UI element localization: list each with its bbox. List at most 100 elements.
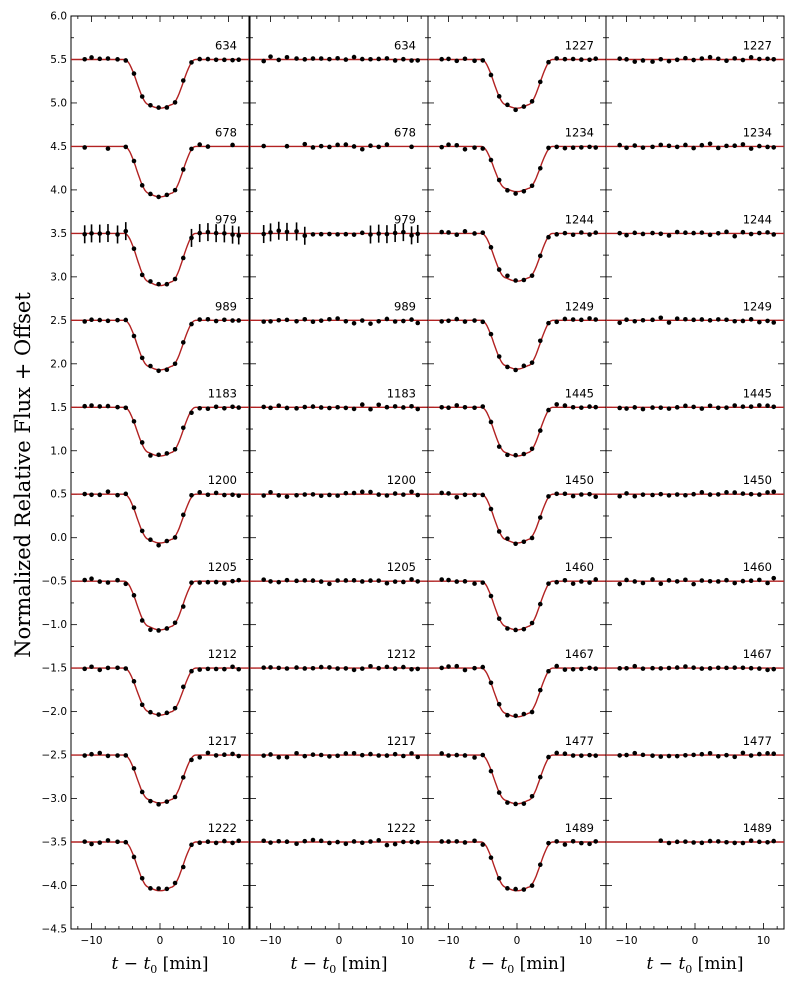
data-point	[454, 839, 460, 844]
data-point	[302, 666, 308, 671]
data-point	[105, 838, 111, 843]
data-point	[496, 529, 502, 534]
data-point	[148, 279, 153, 284]
data-point	[148, 537, 153, 543]
data-point	[683, 316, 688, 322]
data-point	[632, 493, 638, 499]
data-point	[261, 319, 266, 324]
data-point	[587, 232, 592, 237]
data-point	[284, 754, 290, 760]
data-point	[505, 712, 510, 718]
data-point	[765, 144, 770, 150]
data-point	[222, 666, 227, 672]
data-point	[213, 230, 219, 236]
data-point	[683, 230, 688, 236]
data-point	[505, 273, 510, 279]
data-point	[640, 752, 646, 758]
data-point	[513, 627, 518, 633]
data-point	[213, 318, 219, 324]
data-point	[632, 143, 638, 148]
data-point	[454, 494, 460, 500]
panel-3: −10 0 10 t − t0 [min] 1227 1234 1244 1249 1445 14…	[427, 15, 607, 976]
data-point	[131, 246, 137, 252]
data-point	[472, 58, 477, 64]
light-curve-label: 1489	[743, 821, 772, 835]
data-point	[123, 58, 129, 63]
data-point	[392, 404, 398, 409]
data-point	[376, 318, 382, 324]
light-curve-989: 989	[250, 299, 428, 326]
data-point	[197, 317, 203, 322]
data-point	[771, 575, 777, 581]
data-point	[222, 317, 227, 323]
data-point	[691, 145, 696, 151]
data-point	[139, 183, 145, 188]
data-point	[757, 839, 762, 845]
data-point	[593, 145, 599, 150]
data-point	[82, 145, 87, 150]
data-point	[632, 750, 638, 756]
data-point	[276, 493, 282, 498]
data-point	[148, 798, 153, 804]
data-point	[180, 864, 186, 870]
data-point	[302, 753, 308, 759]
data-point	[139, 355, 145, 361]
x-tick-label: 10	[222, 935, 235, 947]
data-point	[351, 144, 357, 149]
data-point	[570, 753, 576, 758]
data-point	[617, 320, 622, 326]
data-point	[521, 711, 527, 717]
data-point	[139, 94, 145, 99]
data-point	[632, 405, 638, 410]
data-point	[674, 839, 680, 845]
data-point	[180, 684, 186, 690]
light-curve-label: 1460	[743, 560, 772, 574]
data-point	[617, 142, 622, 148]
data-point	[156, 105, 161, 110]
data-point	[230, 751, 235, 757]
data-point	[230, 840, 235, 846]
data-point	[658, 315, 664, 321]
data-point	[343, 751, 349, 756]
data-point	[294, 750, 299, 756]
data-point	[699, 578, 705, 583]
light-curve-1249: 1249	[606, 299, 784, 326]
data-point	[148, 886, 153, 891]
data-point	[771, 232, 777, 237]
data-point	[715, 405, 721, 411]
data-point	[454, 142, 460, 148]
model-curve	[71, 754, 249, 804]
data-point	[97, 231, 103, 236]
data-point	[384, 580, 390, 586]
data-point	[480, 664, 486, 670]
data-point	[732, 490, 738, 495]
data-point	[392, 319, 398, 324]
data-point	[205, 406, 211, 412]
light-curve-1234: 1234	[428, 125, 606, 196]
data-point	[409, 666, 414, 672]
data-point	[230, 142, 235, 148]
data-point	[261, 577, 266, 582]
light-curve-1467: 1467	[428, 647, 606, 719]
data-point	[640, 145, 646, 150]
data-point	[351, 406, 357, 412]
data-point	[632, 579, 638, 584]
data-point	[268, 489, 273, 495]
data-point	[409, 577, 414, 582]
data-point	[230, 404, 235, 410]
data-point	[172, 100, 178, 105]
data-point	[691, 57, 696, 63]
data-point	[376, 665, 382, 671]
light-curve-label: 1450	[743, 473, 772, 487]
data-point	[268, 840, 273, 845]
data-point	[640, 492, 646, 497]
panel-plot-area: 634 678 979 989 1183 1200 1205 1212 1217 1222	[250, 38, 428, 848]
data-point	[732, 840, 738, 846]
data-point	[554, 750, 560, 756]
data-point	[666, 493, 672, 498]
data-point	[131, 505, 137, 510]
data-point	[521, 539, 527, 545]
data-point	[222, 231, 227, 236]
data-point	[650, 665, 655, 671]
light-curve-1460: 1460	[606, 560, 784, 587]
